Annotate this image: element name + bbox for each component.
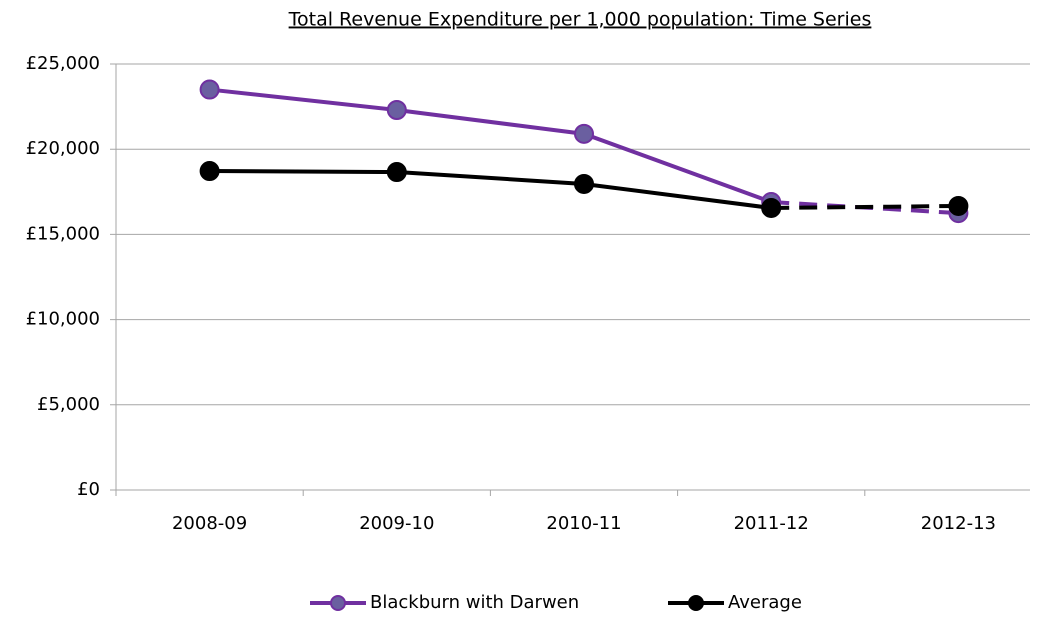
legend-label: Average xyxy=(728,592,802,613)
legend-marker xyxy=(688,595,704,611)
x-tick-label: 2010-11 xyxy=(546,513,621,534)
y-tick-label: £10,000 xyxy=(26,309,100,330)
x-tick-label: 2008-09 xyxy=(172,513,247,534)
series-line xyxy=(209,87,772,204)
y-tick-label: £5,000 xyxy=(37,394,100,415)
marker xyxy=(574,173,594,194)
legend-marker xyxy=(330,595,346,611)
marker xyxy=(574,123,594,144)
chart-title: Total Revenue Expenditure per 1,000 popu… xyxy=(288,9,872,31)
marker xyxy=(386,162,407,183)
x-tick-label: 2009-10 xyxy=(359,513,434,534)
y-tick-label: £15,000 xyxy=(26,223,100,244)
y-tick-label: £20,000 xyxy=(26,138,100,159)
x-tick-label: 2011-12 xyxy=(734,513,809,534)
marker xyxy=(948,195,969,216)
y-tick-label: £25,000 xyxy=(26,53,100,74)
marker xyxy=(199,161,220,182)
x-tick-label: 2012-13 xyxy=(921,513,996,534)
series-line xyxy=(209,169,772,210)
series-line xyxy=(771,203,959,210)
legend-label: Blackburn with Darwen xyxy=(370,592,579,613)
y-tick-label: £0 xyxy=(77,479,100,500)
marker xyxy=(386,100,407,121)
marker xyxy=(199,79,220,100)
marker xyxy=(761,197,782,218)
